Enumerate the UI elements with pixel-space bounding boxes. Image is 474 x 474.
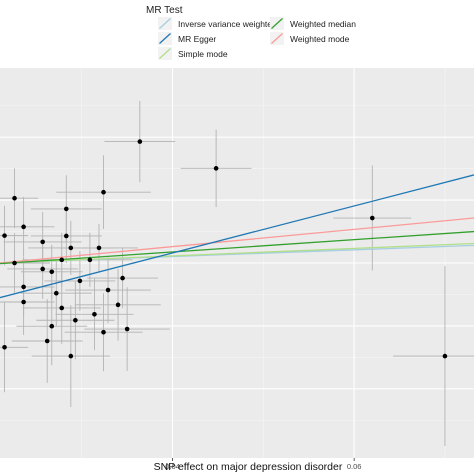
snp-point bbox=[73, 317, 78, 323]
major-gridlines bbox=[0, 68, 474, 458]
mr-line-simple-mode bbox=[0, 242, 474, 264]
snp-point bbox=[369, 215, 375, 221]
snp-point bbox=[124, 326, 130, 332]
snp-point bbox=[115, 302, 121, 308]
snp-point bbox=[59, 257, 65, 263]
legend-key-line bbox=[159, 48, 171, 59]
mr-line-weighted-median bbox=[0, 230, 474, 265]
legend-title: MR Test bbox=[146, 5, 183, 16]
legend-key-line bbox=[159, 18, 171, 29]
snp-point bbox=[63, 206, 69, 212]
snp-point bbox=[59, 305, 65, 311]
snp-point bbox=[87, 257, 93, 263]
snp-point bbox=[101, 329, 106, 335]
snp-point bbox=[137, 139, 143, 144]
snp-point bbox=[12, 260, 17, 266]
snp-point bbox=[120, 275, 125, 281]
legend-label-smode: Simple mode bbox=[178, 49, 228, 59]
snp-point bbox=[53, 290, 59, 296]
snp-point bbox=[77, 278, 83, 284]
snp-point bbox=[40, 239, 45, 245]
snp-point bbox=[44, 338, 50, 344]
mr-line-weighted-mode bbox=[0, 217, 474, 264]
legend-label-ivw: Inverse variance weighted bbox=[178, 19, 277, 29]
legend-label-egger: MR Egger bbox=[178, 34, 216, 44]
snp-point bbox=[12, 195, 17, 201]
mr-regression-lines bbox=[0, 174, 474, 299]
snp-point bbox=[442, 353, 448, 359]
snp-point bbox=[2, 344, 7, 350]
x-axis-label: SNP effect on major depression disorder bbox=[154, 461, 343, 473]
legend-label-wmode: Weighted mode bbox=[290, 34, 350, 44]
snp-point bbox=[2, 233, 7, 238]
mr-line-mr-egger bbox=[0, 174, 474, 299]
snp-point bbox=[68, 353, 74, 359]
snp-point bbox=[21, 299, 26, 305]
snp-point bbox=[213, 166, 219, 171]
snp-point bbox=[105, 287, 111, 293]
snp-point bbox=[49, 269, 55, 275]
snp-point bbox=[63, 233, 69, 239]
legend-key-line bbox=[271, 33, 283, 44]
snp-point bbox=[92, 311, 97, 317]
snp-point bbox=[40, 266, 45, 272]
x-tick-label: 0.06 bbox=[347, 462, 362, 471]
x-axis-ticks: 0.04 0.06 bbox=[165, 458, 361, 471]
legend-key-line bbox=[159, 33, 171, 44]
snp-point bbox=[21, 224, 26, 230]
snp-point bbox=[21, 284, 26, 290]
snp-point bbox=[49, 323, 55, 329]
snp-point bbox=[96, 245, 102, 251]
legend-label-wmed: Weighted median bbox=[290, 19, 356, 29]
legend-key-line bbox=[271, 18, 283, 29]
snp-points bbox=[2, 139, 448, 359]
legend: MR Test Inverse variance weighted Weighte… bbox=[146, 5, 356, 60]
snp-point bbox=[68, 245, 74, 251]
x-tick-label: 0.04 bbox=[165, 462, 180, 471]
snp-point bbox=[101, 189, 106, 195]
legend-keys: Inverse variance weighted Weighted median… bbox=[158, 17, 356, 60]
